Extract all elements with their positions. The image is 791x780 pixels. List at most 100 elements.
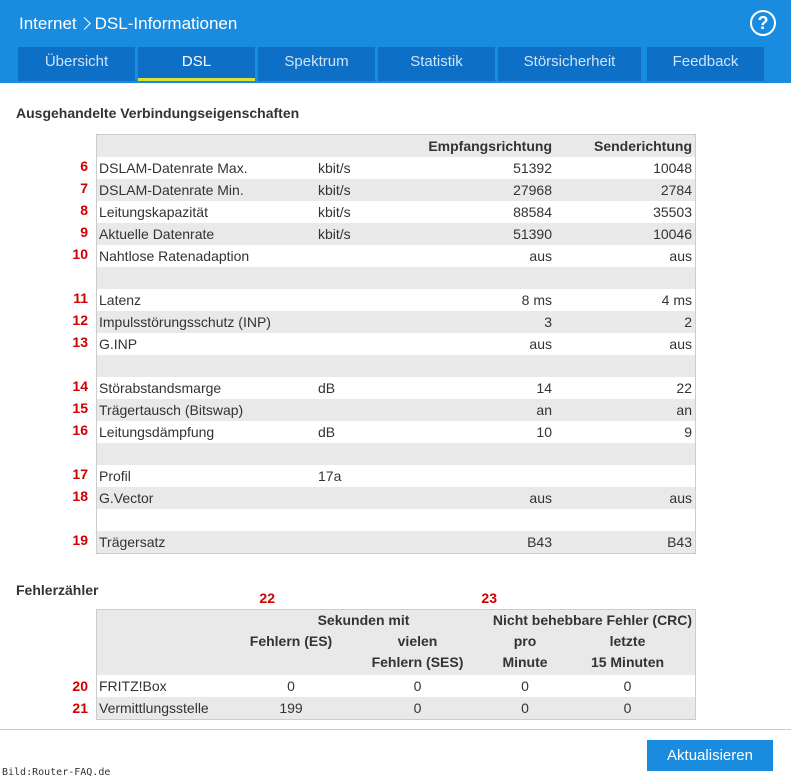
row-label: G.INP <box>99 336 138 352</box>
group-header: Nicht behebbare Fehler (CRC) <box>492 612 693 628</box>
row-marker: 7 <box>80 180 88 196</box>
spacer-row <box>96 267 696 289</box>
row-label: Leitungskapazität <box>99 204 208 220</box>
rx-value: 14 <box>536 380 552 396</box>
data-row: Trägersatz B43 B43 <box>96 531 696 554</box>
data-row: Leitungsdämpfung dB 10 9 <box>97 421 696 443</box>
row-marker: 9 <box>80 224 88 240</box>
header-row: Fehlern (ES) vielen Fehlern (SES) pro Minu… <box>96 631 696 675</box>
column-marker: 22 <box>259 590 275 606</box>
help-button[interactable]: ? <box>750 10 776 36</box>
row-marker: 8 <box>80 202 88 218</box>
tab[interactable]: DSL <box>138 47 255 81</box>
row-marker: 12 <box>72 312 88 328</box>
data-row: Profil 17a <box>97 465 696 487</box>
row-marker: 11 <box>73 290 88 306</box>
rx-value: 3 <box>544 314 552 330</box>
row-label: Störabstandsmarge <box>99 380 222 396</box>
tab-bar: Übersicht DSL Spektrum Statistik Störsic… <box>18 47 767 83</box>
row-label: Profil <box>99 468 131 484</box>
tx-value: 2784 <box>660 182 692 198</box>
row-unit: kbit/s <box>318 160 351 176</box>
row-label: FRITZ!Box <box>99 678 167 694</box>
breadcrumb: Internet DSL-Informationen <box>19 14 237 34</box>
row-label: Vermittlungsstelle <box>99 700 209 716</box>
tx-value: B43 <box>667 534 692 550</box>
divider <box>0 729 791 730</box>
tx-value: 4 ms <box>661 292 692 308</box>
row-unit <box>318 333 416 355</box>
data-row: FRITZ!Box 0 0 0 0 <box>96 675 696 697</box>
data-row: Aktuelle Datenrate kbit/s 51390 10046 <box>96 223 696 245</box>
row-unit: kbit/s <box>318 226 351 242</box>
rx-value: B43 <box>527 534 552 550</box>
rx-value: 51392 <box>513 160 552 176</box>
spacer-cell <box>97 509 696 531</box>
row-unit: dB <box>318 424 336 440</box>
error-count: 0 <box>413 678 422 694</box>
tx-value: 10046 <box>653 226 692 242</box>
tx-value: 35503 <box>653 204 692 220</box>
section-heading: Fehlerzähler <box>16 582 99 598</box>
row-marker: 16 <box>72 422 88 438</box>
spacer-row <box>96 443 696 465</box>
tx-value: an <box>676 402 692 418</box>
tx-value: 22 <box>676 380 692 396</box>
row-marker: 20 <box>72 678 88 694</box>
data-row: DSLAM-Datenrate Min. kbit/s 27968 2784 <box>96 179 696 201</box>
section-heading: Ausgehandelte Verbindungseigenschaften <box>16 105 300 121</box>
row-marker: 18 <box>72 488 88 504</box>
header-bar: Internet DSL-Informationen ? Übersicht DS… <box>0 0 791 83</box>
column-header: vielen Fehlern (SES) <box>371 633 464 670</box>
spacer-row <box>97 509 696 531</box>
row-marker: 21 <box>72 700 88 716</box>
error-count: 0 <box>521 700 529 716</box>
row-label: Trägertausch (Bitswap) <box>99 402 244 418</box>
row-unit: dB <box>318 380 336 396</box>
error-count: 199 <box>279 700 303 716</box>
row-label: DSLAM-Datenrate Min. <box>99 182 244 198</box>
watermark: Bild:Router-FAQ.de <box>2 767 111 778</box>
tab[interactable]: Übersicht <box>18 47 135 81</box>
rx-value: 27968 <box>513 182 552 198</box>
tab[interactable]: Spektrum <box>258 47 375 81</box>
tx-value: 10048 <box>653 160 692 176</box>
spacer-cell <box>97 267 696 289</box>
row-unit <box>318 531 416 554</box>
data-row: G.Vector aus aus <box>96 487 696 509</box>
refresh-button[interactable]: Aktualisieren <box>647 740 773 771</box>
error-table: Sekunden mit Nicht behebbare Fehler (CRC)… <box>96 609 696 720</box>
header-cell <box>97 610 238 632</box>
tx-value: aus <box>669 336 692 352</box>
column-header: Senderichtung <box>593 138 692 154</box>
spacer-cell <box>97 355 696 377</box>
column-header: pro Minute <box>502 633 548 670</box>
row-marker: 15 <box>72 400 88 416</box>
row-marker: 6 <box>80 158 88 174</box>
row-label: Nahtlose Ratenadaption <box>99 248 250 264</box>
properties-table: Empfangsrichtung Senderichtung DSLAM-Dat… <box>96 134 696 554</box>
spacer-row <box>96 355 696 377</box>
tab[interactable]: Feedback <box>647 47 764 81</box>
row-label: Impulsstörungsschutz (INP) <box>99 314 271 330</box>
row-label: Leitungsdämpfung <box>99 424 215 440</box>
row-unit: 17a <box>318 468 342 484</box>
error-count: 0 <box>287 678 295 694</box>
data-row: Trägertausch (Bitswap) an an <box>96 399 696 421</box>
row-label: Trägersatz <box>99 534 166 550</box>
tx-value <box>555 465 696 487</box>
error-count: 0 <box>521 678 529 694</box>
row-label: G.Vector <box>99 490 154 506</box>
row-unit: kbit/s <box>318 204 351 220</box>
tab[interactable]: Statistik <box>378 47 495 81</box>
row-label: Latenz <box>99 292 142 308</box>
row-unit <box>318 311 416 333</box>
error-count: 0 <box>623 678 632 694</box>
error-count: 0 <box>623 700 632 716</box>
rx-value: aus <box>529 336 552 352</box>
breadcrumb-parent[interactable]: Internet <box>19 14 77 33</box>
header-cell <box>97 631 238 675</box>
tab[interactable]: Störsicherheit <box>498 47 641 81</box>
data-row: Nahtlose Ratenadaption aus aus <box>97 245 696 267</box>
